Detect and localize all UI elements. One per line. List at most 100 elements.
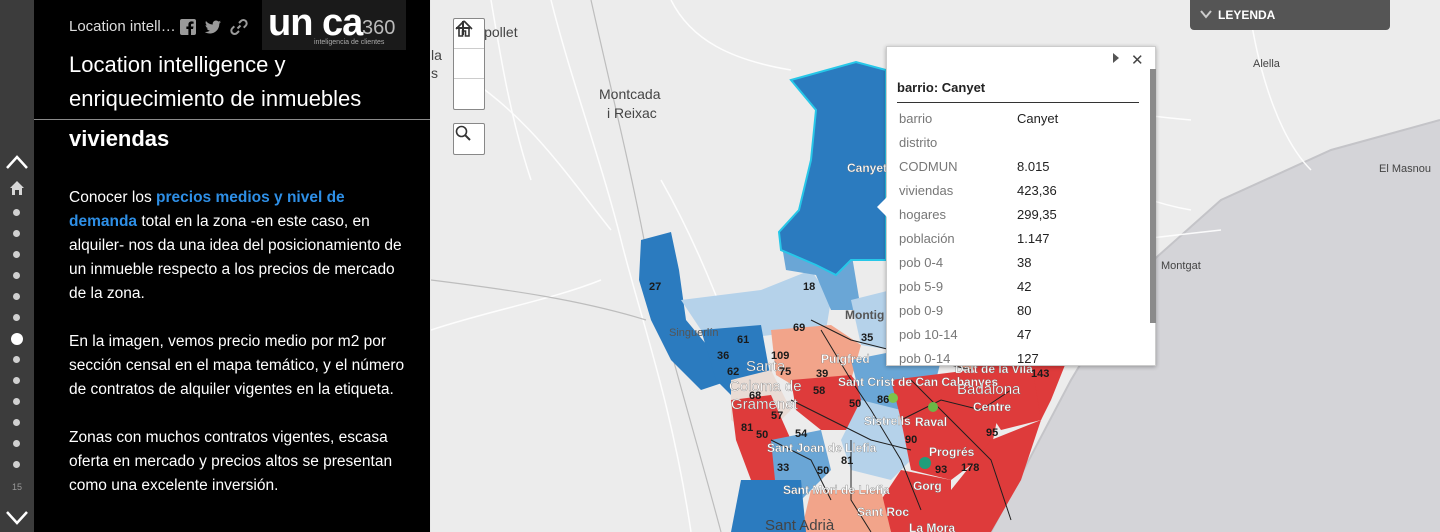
facebook-icon[interactable] bbox=[179, 18, 197, 36]
nav-dot[interactable] bbox=[13, 356, 20, 363]
popup-field-name: distrito bbox=[899, 135, 938, 150]
popup-scrollbar[interactable] bbox=[1150, 69, 1156, 323]
nav-dot[interactable] bbox=[13, 209, 20, 216]
nav-dot[interactable] bbox=[13, 419, 20, 426]
place-label: Sant Roc bbox=[857, 505, 909, 519]
place-label: Coloma de bbox=[729, 378, 802, 395]
census-tract[interactable] bbox=[791, 375, 871, 430]
popup-row: CODMUN 8.015 bbox=[899, 159, 1139, 183]
popup-field-value: 423,36 bbox=[1017, 183, 1057, 198]
place-label: Progrés bbox=[929, 445, 975, 459]
place-label: Sistrells bbox=[864, 414, 911, 428]
zoom-out-button[interactable] bbox=[454, 27, 484, 109]
count-label: 178 bbox=[961, 462, 979, 474]
place-label: Montig bbox=[845, 308, 884, 322]
poi-marker[interactable] bbox=[888, 393, 898, 403]
popup-field-name: barrio bbox=[899, 111, 933, 126]
zoom-controls bbox=[453, 18, 485, 110]
count-label: 61 bbox=[737, 334, 749, 346]
popup-row: pob 10-14 47 bbox=[899, 327, 1139, 351]
popup-row: barrio Canyet bbox=[899, 111, 1139, 135]
popup-field-value: 80 bbox=[1017, 303, 1032, 318]
nav-dot[interactable] bbox=[13, 461, 20, 468]
popup-row: pob 0-14 127 bbox=[899, 351, 1139, 367]
count-label: 58 bbox=[813, 385, 825, 397]
page-number: 15 bbox=[11, 482, 22, 492]
place-label: Centre bbox=[973, 400, 1011, 414]
contract-count-labels: 27 18 69 35 61 36 109 62 75 39 58 68 57 … bbox=[649, 281, 1049, 477]
chevron-down-icon bbox=[1200, 10, 1212, 19]
close-icon[interactable]: ✕ bbox=[1131, 52, 1144, 69]
home-icon[interactable] bbox=[9, 180, 25, 196]
census-tract[interactable] bbox=[891, 370, 1001, 480]
nav-dot[interactable] bbox=[13, 398, 20, 405]
logo-number: 360 bbox=[362, 17, 396, 39]
popup-row: distrito bbox=[899, 135, 1139, 159]
nav-dot[interactable] bbox=[13, 272, 20, 279]
census-tract[interactable] bbox=[731, 480, 806, 532]
nav-dot[interactable] bbox=[13, 293, 20, 300]
place-label: ipollet bbox=[481, 24, 518, 40]
popup-row: pob 5-9 42 bbox=[899, 279, 1139, 303]
popup-row: viviendas 423,36 bbox=[899, 183, 1139, 207]
count-label: 27 bbox=[649, 281, 661, 293]
popup-field-value: 1.147 bbox=[1017, 231, 1050, 246]
section-title: viviendas bbox=[69, 126, 170, 151]
count-label: 93 bbox=[935, 464, 947, 476]
popup-field-name: pob 0-9 bbox=[899, 303, 944, 318]
next-icon[interactable] bbox=[1113, 53, 1119, 63]
link-icon[interactable] bbox=[230, 18, 248, 36]
count-label: 69 bbox=[793, 322, 805, 334]
nav-dot-active[interactable] bbox=[11, 333, 23, 345]
sea bbox=[991, 120, 1440, 532]
census-tract[interactable] bbox=[801, 490, 891, 532]
poi-marker[interactable] bbox=[928, 402, 938, 412]
place-label: Sant Mori de Llefia bbox=[783, 483, 890, 497]
count-label: 39 bbox=[816, 368, 828, 380]
home-extent-button[interactable] bbox=[454, 20, 484, 79]
place-label: la bbox=[431, 47, 442, 63]
highlight-link[interactable]: precios medios y nivel de demanda bbox=[69, 189, 345, 230]
census-tract[interactable] bbox=[881, 470, 951, 532]
popup-field-value: 42 bbox=[1017, 279, 1032, 294]
minus-icon bbox=[456, 27, 470, 29]
legend-toggle[interactable]: LEYENDA bbox=[1190, 0, 1390, 30]
count-label: 143 bbox=[1031, 368, 1049, 380]
count-label: 86 bbox=[877, 394, 889, 406]
count-label: 75 bbox=[779, 366, 791, 378]
count-label: 50 bbox=[756, 429, 768, 441]
popup-row: hogares 299,35 bbox=[899, 207, 1139, 231]
canyet-tract[interactable] bbox=[779, 62, 886, 275]
poi-marker[interactable] bbox=[919, 457, 931, 469]
count-label: 81 bbox=[741, 422, 753, 434]
count-label: 109 bbox=[771, 350, 789, 362]
nav-dot[interactable] bbox=[13, 377, 20, 384]
count-label: 36 bbox=[717, 350, 729, 362]
search-icon bbox=[455, 125, 471, 141]
chevron-up-icon[interactable] bbox=[4, 152, 30, 172]
count-label: 57 bbox=[771, 410, 783, 422]
nav-dot[interactable] bbox=[13, 314, 20, 321]
census-tract[interactable] bbox=[681, 270, 831, 340]
twitter-icon[interactable] bbox=[204, 18, 222, 36]
place-label: Sant Crist de Can Cabanyes bbox=[838, 375, 998, 389]
census-tract[interactable] bbox=[771, 325, 861, 390]
chevron-down-icon[interactable] bbox=[4, 508, 30, 528]
search-button[interactable] bbox=[453, 123, 485, 155]
census-tract[interactable] bbox=[1031, 350, 1071, 420]
place-label: Montcada bbox=[599, 86, 661, 102]
legend-label: LEYENDA bbox=[1218, 8, 1276, 22]
story-navigation: 15 bbox=[0, 0, 34, 532]
nav-dot[interactable] bbox=[13, 230, 20, 237]
popup-row: población 1.147 bbox=[899, 231, 1139, 255]
count-label: 54 bbox=[795, 428, 808, 440]
popup-field-value: 8.015 bbox=[1017, 159, 1050, 174]
map-view[interactable]: ipollet Montcada i Reixac la s Alella El… bbox=[431, 0, 1440, 532]
place-label: Sant Adrià bbox=[765, 517, 835, 532]
count-label: 50 bbox=[849, 398, 861, 410]
popup-field-value: 38 bbox=[1017, 255, 1032, 270]
story-headline: Location intelligence y enriquecimiento … bbox=[69, 52, 362, 111]
nav-dot[interactable] bbox=[13, 251, 20, 258]
nav-dot[interactable] bbox=[13, 440, 20, 447]
count-label: 90 bbox=[905, 434, 917, 446]
